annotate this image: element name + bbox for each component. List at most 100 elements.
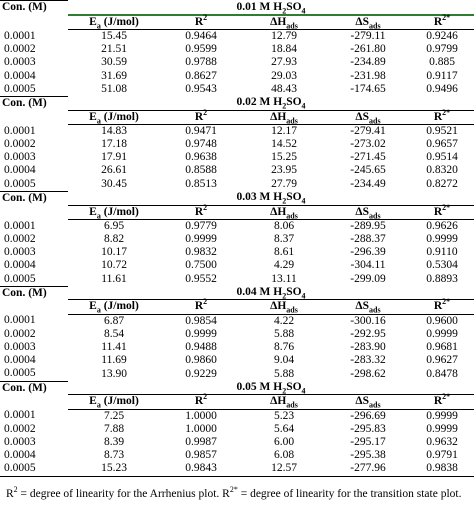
value-cell: 29.03 [271, 69, 297, 82]
table-row: 0.0004 26.61 0.8588 23.95 -245.65 0.8320 [0, 164, 474, 177]
value-cell: 0.9987 [185, 436, 217, 448]
value-cell: 4.29 [273, 259, 295, 272]
value-cell: 21.51 [101, 43, 127, 56]
column-header: ΔHads [242, 14, 326, 30]
inhibitor-concentration-cell: 0.0002 [4, 138, 36, 151]
value-cell: -283.90 [350, 341, 386, 354]
value-cell: 8.82 [103, 232, 125, 245]
value-cell: 0.8272 [426, 177, 458, 190]
value-cell: 0.9246 [426, 29, 458, 42]
value-cell: 0.9857 [185, 449, 217, 462]
value-cell: 0.9788 [185, 56, 217, 69]
value-cell: 8.06 [273, 219, 295, 232]
value-cell: -288.37 [350, 232, 386, 245]
inhibitor-concentration-cell: 0.0002 [4, 422, 36, 435]
column-header: Ea (J/mol) [68, 299, 160, 315]
table-row: 0.0003 17.91 0.9638 15.25 -271.45 0.9514 [0, 151, 474, 164]
value-cell: 0.9229 [185, 367, 217, 380]
table-row: 0.0005 15.23 0.9843 12.57 -277.96 0.9838 [0, 462, 474, 475]
value-cell: 8.39 [103, 436, 125, 448]
value-cell: -298.62 [350, 367, 386, 380]
value-cell: 11.41 [101, 341, 127, 354]
value-cell: 0.885 [429, 56, 455, 69]
column-header: Ea (J/mol) [68, 110, 160, 125]
value-cell: -174.65 [350, 82, 386, 95]
value-cell: 12.79 [271, 29, 297, 42]
value-cell: 5.23 [273, 409, 295, 422]
column-header: ΔSads [326, 110, 410, 125]
value-cell: 10.17 [101, 246, 127, 259]
inhibitor-concentration-cell: 0.0004 [4, 69, 36, 82]
column-header: R2* [410, 393, 474, 410]
value-cell: 0.9999 [426, 232, 458, 245]
inhibitor-concentration-cell: 0.0003 [4, 436, 36, 448]
value-cell: 48.43 [271, 82, 297, 95]
value-cell: -295.17 [350, 436, 386, 448]
table-row: 0.0002 21.51 0.9599 18.84 -261.80 0.9799 [0, 43, 474, 56]
concentration-header: Con. (M) [0, 0, 68, 30]
value-cell: 13.11 [271, 272, 297, 285]
value-cell: 0.9600 [426, 314, 458, 327]
value-cell: 1.0000 [185, 409, 217, 422]
value-cell: -296.39 [350, 246, 386, 259]
value-cell: -283.32 [350, 354, 386, 367]
value-cell: 0.9999 [426, 327, 458, 340]
value-cell: 0.9632 [426, 436, 458, 448]
inhibitor-concentration-cell: 0.0002 [4, 232, 36, 245]
value-cell: -231.98 [350, 69, 386, 82]
column-header: Ea (J/mol) [68, 394, 160, 410]
table-row: 0.0003 8.39 0.9987 6.00 -295.17 0.9632 [0, 436, 474, 449]
value-cell: -279.11 [350, 29, 386, 42]
column-header: Ea (J/mol) [68, 205, 160, 220]
value-cell: 0.9496 [426, 82, 458, 95]
inhibitor-concentration-cell: 0.0001 [4, 409, 36, 422]
value-cell: 7.25 [103, 409, 125, 422]
block-title-row: Con. (M) 0.03 M H2SO4 [0, 190, 474, 220]
acid-concentration-title: 0.05 M H2SO4 [68, 381, 474, 396]
table-row: 0.0002 8.54 0.9999 5.88 -292.95 0.9999 [0, 328, 474, 341]
table-row: 0.0003 10.17 0.9832 8.61 -296.39 0.9110 [0, 246, 474, 259]
value-cell: -234.49 [350, 177, 386, 190]
value-cell: 14.83 [101, 124, 127, 137]
value-cell: 0.8513 [185, 177, 217, 190]
value-cell: 6.00 [273, 436, 295, 448]
column-header: ΔHads [242, 299, 326, 315]
value-cell: 0.9464 [185, 29, 217, 42]
value-cell: 8.73 [103, 449, 125, 462]
column-header: ΔHads [242, 205, 326, 220]
table-row: 0.0003 30.59 0.9788 27.93 -234.89 0.885 [0, 56, 474, 69]
value-cell: 0.9657 [426, 138, 458, 151]
inhibitor-concentration-cell: 0.0005 [4, 272, 36, 285]
value-cell: 0.9521 [426, 124, 458, 137]
value-cell: 23.95 [271, 164, 297, 177]
value-cell: -304.11 [350, 259, 386, 272]
inhibitor-concentration-cell: 0.0004 [4, 164, 36, 177]
table-row: 0.0002 8.82 0.9999 8.37 -288.37 0.9999 [0, 233, 474, 246]
table-row: 0.0005 51.08 0.9543 48.43 -174.65 0.9496 [0, 83, 474, 97]
value-cell: 0.8320 [426, 164, 458, 177]
column-header-row: Ea (J/mol) R2 ΔHads ΔSads R2* [0, 13, 474, 30]
column-header: R2 [160, 298, 242, 315]
column-header-row: Ea (J/mol) R2 ΔHads ΔSads R2* [0, 393, 474, 410]
column-header-row: Ea (J/mol) R2 ΔHads ΔSads R2* [0, 203, 474, 220]
value-cell: 0.9999 [426, 409, 458, 422]
inhibitor-concentration-cell: 0.0002 [4, 327, 36, 340]
value-cell: 18.84 [271, 43, 297, 56]
inhibitor-concentration-cell: 0.0004 [4, 259, 36, 272]
value-cell: 8.76 [273, 341, 295, 354]
value-cell: 6.95 [103, 219, 125, 232]
inhibitor-concentration-cell: 0.0003 [4, 246, 36, 259]
value-cell: 17.18 [101, 138, 127, 151]
value-cell: -299.09 [350, 272, 386, 285]
column-header: R2 [160, 13, 242, 30]
block-title-row: Con. (M) 0.04 M H2SO4 [0, 285, 474, 315]
acid-concentration-title: 0.01 M H2SO4 [68, 0, 474, 16]
column-header: ΔSads [326, 299, 410, 315]
column-header: Ea (J/mol) [68, 14, 160, 30]
table-footnote: R2 = degree of linearity for the Arrheni… [0, 475, 474, 501]
inhibitor-concentration-cell: 0.0001 [4, 314, 36, 327]
value-cell: 26.61 [101, 164, 127, 177]
value-cell: -271.45 [350, 151, 386, 164]
column-header: R2 [160, 393, 242, 410]
value-cell: 27.79 [271, 177, 297, 190]
